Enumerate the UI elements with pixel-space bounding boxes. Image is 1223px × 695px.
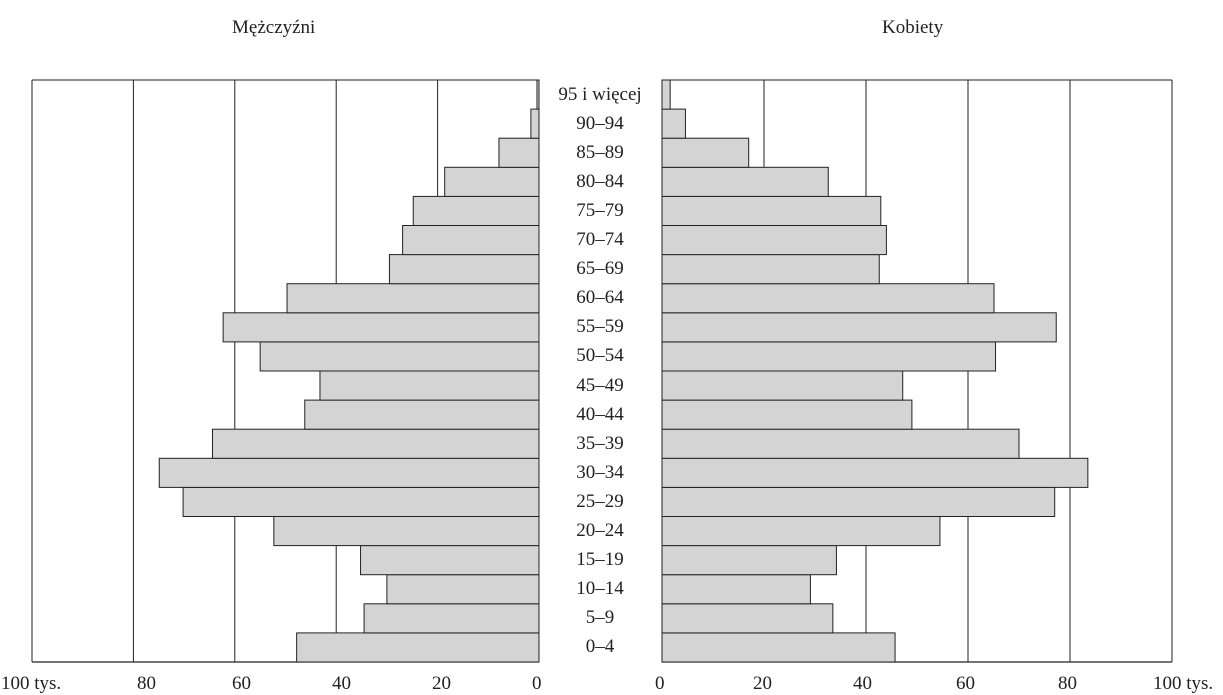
male-bar (412, 195, 540, 226)
male-bar (319, 370, 540, 401)
age-group-label: 85–89 (576, 141, 624, 163)
female-bar (661, 632, 896, 663)
male-bar (386, 574, 540, 605)
male-bar (222, 312, 540, 343)
female-bar (661, 79, 671, 110)
right-tick-label: 20 (753, 673, 772, 694)
left-tick-label: 40 (332, 673, 351, 694)
left-tick-label: 20 (432, 673, 451, 694)
age-group-label: 75–79 (576, 199, 624, 221)
left-tick-label: 100 tys. (1, 673, 62, 694)
male-bar (211, 428, 540, 459)
age-group-label: 40–44 (576, 403, 624, 425)
age-group-label: 20–24 (576, 520, 624, 542)
female-bar (661, 283, 995, 314)
male-bar (360, 545, 540, 576)
left-panel-title: Mężczyźni (232, 17, 316, 38)
female-bar (661, 574, 811, 605)
male-bar (286, 283, 540, 314)
female-bar (661, 108, 686, 139)
right-tick-label: 80 (1058, 673, 1077, 694)
age-group-label: 50–54 (576, 345, 624, 367)
left-tick-label: 80 (137, 673, 156, 694)
female-bar (661, 545, 837, 576)
male-bar (273, 516, 540, 547)
female-bar (661, 428, 1020, 459)
male-bar (536, 79, 540, 110)
age-group-label: 0–4 (585, 636, 615, 658)
male-bar (158, 457, 540, 488)
male-bar (388, 254, 540, 285)
female-bar (661, 225, 887, 256)
age-group-label: 65–69 (576, 258, 624, 280)
age-group-label: 15–19 (576, 549, 624, 571)
age-group-label: 60–64 (576, 287, 624, 309)
female-bar (661, 137, 750, 168)
age-group-label: 25–29 (576, 490, 624, 512)
female-bar (661, 370, 904, 401)
age-group-label: 35–39 (576, 432, 624, 454)
female-bar (661, 341, 997, 372)
female-bar (661, 195, 882, 226)
male-bar (259, 341, 540, 372)
male-bar (182, 486, 540, 517)
right-tick-label: 40 (853, 673, 872, 694)
male-bar (296, 632, 540, 663)
age-group-label: 30–34 (576, 461, 624, 483)
age-group-label: 80–84 (576, 170, 624, 192)
female-bar (661, 312, 1057, 343)
female-bar (661, 399, 913, 430)
female-bar (661, 457, 1089, 488)
age-group-label: 5–9 (585, 607, 615, 629)
female-bar (661, 486, 1056, 517)
right-tick-label: 100 tys. (1153, 673, 1214, 694)
female-bar (661, 254, 880, 285)
left-tick-label: 0 (532, 673, 542, 694)
age-group-label: 55–59 (576, 316, 624, 338)
male-bar (402, 225, 540, 256)
age-group-label: 10–14 (576, 578, 624, 600)
age-group-label: 95 i więcej (558, 83, 642, 105)
female-bar (661, 166, 829, 197)
age-group-label: 45–49 (576, 374, 624, 396)
age-group-label: 70–74 (576, 229, 624, 251)
male-bar (444, 166, 540, 197)
female-bar (661, 603, 834, 634)
male-bar (498, 137, 540, 168)
male-bar (304, 399, 540, 430)
male-bar (363, 603, 540, 634)
right-panel-title: Kobiety (882, 17, 944, 38)
male-bar (530, 108, 540, 139)
left-tick-label: 60 (232, 673, 251, 694)
right-tick-label: 60 (956, 673, 975, 694)
female-bar (661, 516, 941, 547)
age-group-label: 90–94 (576, 112, 624, 134)
right-tick-label: 0 (655, 673, 665, 694)
